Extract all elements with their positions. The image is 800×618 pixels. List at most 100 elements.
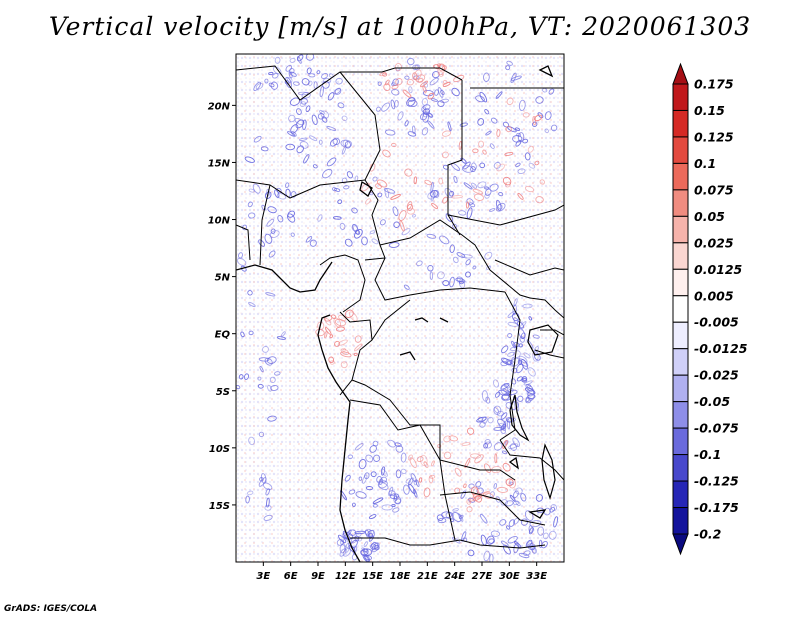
field-contour — [407, 99, 418, 108]
field-contour — [404, 75, 410, 80]
field-contour — [372, 440, 379, 447]
field-contour — [369, 163, 376, 172]
field-contour — [535, 494, 543, 502]
colorbar-max-arrow — [672, 62, 689, 85]
field-contour — [364, 472, 370, 480]
field-contour — [264, 504, 272, 511]
field-contour — [508, 389, 518, 396]
field-contour — [534, 114, 543, 122]
field-contour — [351, 502, 356, 507]
field-contour — [381, 466, 386, 476]
field-contour — [403, 484, 410, 495]
field-contour — [520, 518, 528, 526]
field-contour — [244, 156, 255, 163]
field-contour — [441, 130, 452, 137]
field-contour — [365, 454, 374, 463]
field-contour — [268, 71, 274, 76]
field-contour — [489, 143, 495, 149]
field-contour — [472, 265, 477, 270]
field-contour — [535, 196, 544, 204]
field-contour — [509, 481, 514, 485]
field-contour — [318, 139, 323, 145]
field-contour — [458, 140, 463, 150]
field-contour — [413, 488, 418, 498]
field-contour — [518, 355, 528, 364]
colorbar-label: 0.15 — [694, 103, 725, 118]
field-contour — [305, 105, 311, 113]
field-contour — [375, 106, 381, 112]
field-contour — [426, 233, 437, 239]
field-contour — [516, 376, 523, 382]
field-contour — [247, 490, 254, 496]
field-contour — [513, 298, 518, 307]
field-contour — [366, 529, 375, 538]
field-contour — [474, 495, 482, 503]
field-contour — [355, 491, 367, 499]
field-contour — [490, 530, 501, 537]
field-contour — [498, 191, 504, 197]
field-contour — [333, 317, 342, 328]
field-contour — [263, 514, 273, 521]
field-contour — [448, 435, 459, 442]
field-contour — [365, 486, 374, 491]
field-contour — [309, 239, 317, 247]
field-contour — [465, 271, 471, 278]
field-contour — [285, 64, 293, 72]
field-contour — [453, 74, 465, 83]
field-contour — [489, 183, 499, 192]
field-contour — [347, 454, 354, 460]
field-contour — [442, 81, 451, 87]
field-contour — [490, 117, 498, 124]
field-contour — [463, 182, 473, 190]
field-contour — [295, 119, 305, 129]
field-contour — [539, 179, 545, 185]
field-contour — [441, 151, 449, 159]
field-contour — [344, 238, 353, 247]
field-contour — [440, 89, 445, 96]
field-contour — [527, 145, 534, 153]
field-contour — [272, 73, 279, 79]
field-contour — [253, 81, 262, 92]
field-contour — [339, 540, 344, 545]
field-contour — [453, 175, 458, 184]
field-contour — [474, 454, 484, 464]
colorbar: 0.175 0.15 0.125 0.1 0.075 0.05 0.025 0.0125 0.0… — [672, 62, 748, 556]
field-contour — [297, 91, 309, 96]
field-contour — [316, 70, 321, 75]
field-contour — [390, 99, 396, 110]
field-contour — [290, 191, 297, 198]
field-contour — [463, 161, 471, 170]
field-contour — [287, 210, 296, 218]
field-contour — [470, 453, 481, 459]
field-contour — [307, 80, 313, 86]
field-contour — [522, 303, 533, 309]
field-contour — [377, 480, 388, 489]
field-contour — [458, 278, 466, 289]
field-contour — [311, 114, 318, 126]
field-contour — [423, 461, 429, 468]
field-contour — [507, 333, 513, 338]
field-contour — [521, 378, 528, 383]
field-contour — [413, 176, 417, 185]
field-contour — [472, 148, 479, 154]
field-contour — [245, 495, 250, 504]
lon-tick-label: 9E — [311, 571, 325, 582]
field-contour — [508, 519, 516, 527]
colorbar-segment — [672, 109, 689, 138]
field-contour — [368, 514, 377, 520]
field-contour — [437, 87, 444, 98]
field-contour — [339, 548, 347, 557]
field-contour — [475, 481, 482, 488]
field-contour — [419, 80, 429, 88]
field-contour — [358, 476, 363, 481]
field-contour — [383, 187, 396, 194]
field-contour — [391, 88, 400, 96]
field-contour — [317, 214, 323, 222]
colorbar-label: 0.1 — [694, 156, 716, 171]
field-contour — [368, 532, 373, 538]
field-contour — [364, 198, 371, 205]
field-contour — [452, 223, 458, 229]
field-contour — [523, 352, 531, 359]
field-contour — [524, 152, 531, 161]
field-contour — [348, 489, 356, 495]
